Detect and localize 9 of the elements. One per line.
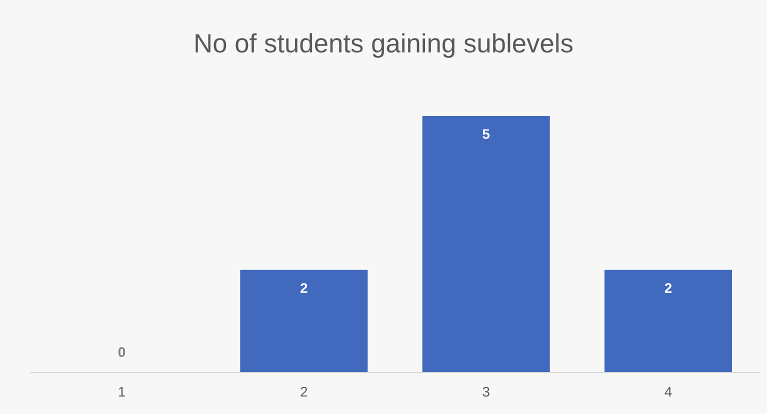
data-label: 5 (482, 129, 490, 139)
x-tick-label: 2 (300, 386, 308, 397)
chart-title: No of students gaining sublevels (196, 33, 573, 58)
data-label: 0 (118, 347, 126, 358)
x-tick-label: 1 (118, 387, 125, 397)
x-tick-label: 4 (664, 387, 672, 397)
x-tick-label: 3 (482, 386, 490, 397)
data-label: 2 (300, 283, 308, 293)
data-label: 2 (664, 283, 672, 293)
